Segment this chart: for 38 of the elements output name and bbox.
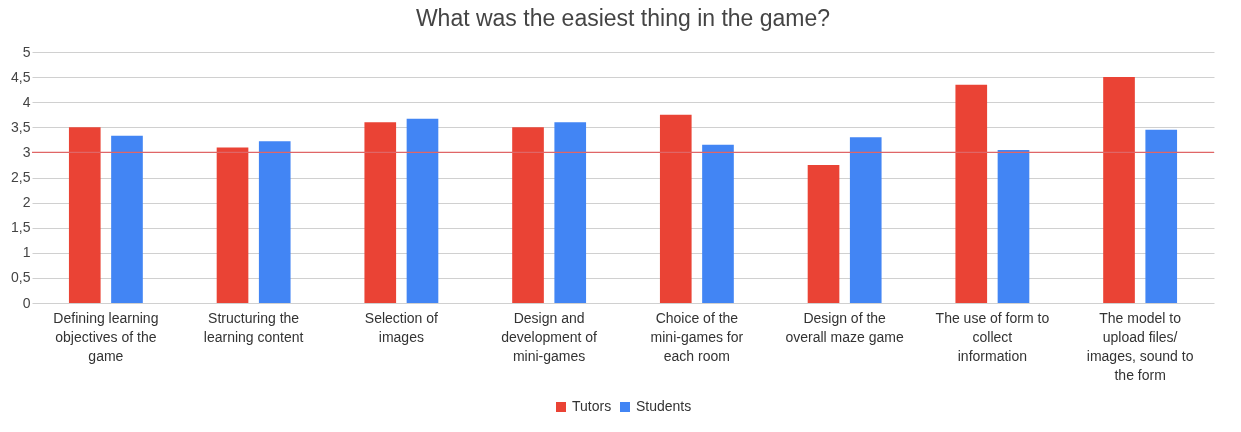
bar — [849, 137, 882, 303]
y-tick-label: 1,5 — [11, 219, 31, 236]
legend-label: Tutors — [572, 398, 612, 414]
y-tick-label: 2,5 — [11, 169, 31, 185]
bar — [659, 114, 692, 303]
y-tick-label: 2 — [22, 194, 31, 211]
y-tick-label: 4 — [22, 93, 31, 110]
x-tick-label: Choice of the mini-games for each room — [650, 309, 744, 364]
bar — [68, 127, 101, 303]
bar — [554, 122, 587, 303]
bar — [258, 141, 291, 303]
y-tick-label: 0,5 — [11, 269, 31, 286]
y-tick-label: 3 — [22, 143, 31, 160]
bar — [406, 118, 439, 303]
y-tick-label: 1 — [22, 244, 31, 261]
x-tick-label: Design of the overall maze game — [785, 309, 904, 345]
x-tick-label: Design and development of mini-games — [501, 309, 598, 364]
y-tick-label: 5 — [22, 43, 31, 60]
y-tick-label: 3,5 — [11, 118, 31, 135]
bar — [807, 164, 840, 303]
x-tick-label: The use of form to collect information — [935, 309, 1050, 364]
bar — [702, 144, 734, 303]
y-tick-label: 4,5 — [11, 68, 31, 85]
y-tick-label: 0 — [22, 294, 31, 311]
bar — [997, 149, 1030, 303]
bar — [216, 147, 249, 303]
x-tick-label: Selection of images — [364, 309, 439, 345]
bar — [512, 127, 544, 303]
x-tick-label: The model to upload files/ images, sound to the form — [1086, 309, 1194, 383]
bar — [111, 135, 143, 303]
bar — [955, 84, 988, 303]
bar — [1145, 129, 1178, 303]
legend-label: Students — [636, 398, 692, 414]
bar — [364, 122, 397, 303]
x-tick-label: Defining learning objectives of the game — [53, 309, 159, 364]
chart-title: What was the easiest thing in the game? — [415, 5, 831, 31]
x-tick-label: Structuring the learning content — [203, 309, 304, 345]
bar — [1103, 77, 1135, 303]
